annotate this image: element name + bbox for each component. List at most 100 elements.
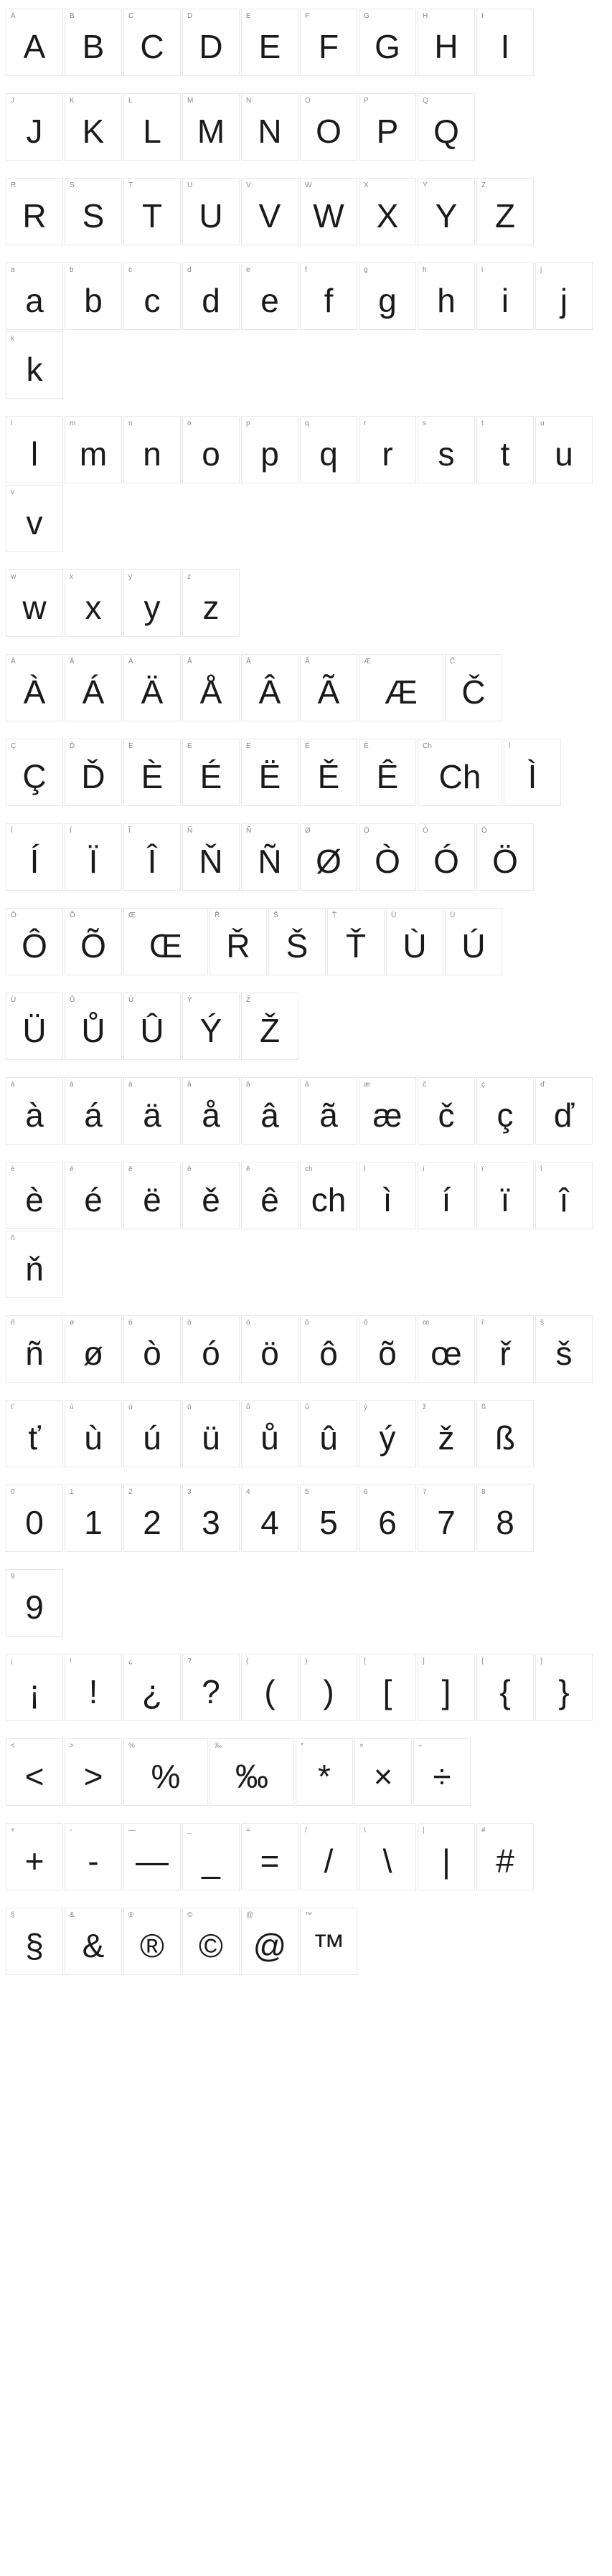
- glyph-cell: ÝÝ: [182, 993, 240, 1060]
- glyph-cell: çç: [476, 1077, 534, 1145]
- glyph-label: ä: [124, 1078, 180, 1092]
- glyph-label: ů: [242, 1401, 298, 1415]
- glyph-label: 2: [124, 1485, 180, 1500]
- section-digits-2: 99: [6, 1569, 606, 1637]
- glyph-display: ¿: [124, 1669, 180, 1720]
- glyph-cell: 44: [241, 1484, 298, 1552]
- glyph-label: ™: [301, 1908, 357, 1923]
- glyph-display: È: [124, 754, 180, 805]
- glyph-label: Ť: [328, 909, 384, 923]
- glyph-display: ÷: [414, 1753, 470, 1805]
- glyph-display: Ó: [418, 838, 474, 890]
- glyph-display: ê: [242, 1177, 298, 1228]
- glyph-display: ý: [359, 1415, 415, 1467]
- glyph-cell: ¿¿: [123, 1654, 181, 1721]
- glyph-display: Ã: [301, 669, 357, 721]
- glyph-cell: ÷÷: [413, 1738, 471, 1806]
- glyph-display: Ň: [183, 838, 239, 890]
- glyph-display: l: [6, 431, 62, 483]
- glyph-display: z: [183, 584, 239, 636]
- glyph-cell: 11: [65, 1484, 122, 1552]
- glyph-display: a: [6, 278, 62, 329]
- glyph-display: Ï: [65, 838, 121, 890]
- glyph-display: é: [65, 1177, 121, 1228]
- glyph-cell: DD: [182, 9, 240, 76]
- glyph-cell: ëë: [123, 1162, 181, 1229]
- glyph-display: í: [418, 1177, 474, 1228]
- glyph-display: Ě: [301, 754, 357, 805]
- glyph-cell: ??: [182, 1654, 240, 1721]
- glyph-label: ï: [477, 1162, 533, 1177]
- glyph-cell: nn: [123, 416, 181, 483]
- section-lowercase-3: wwxxyyzz: [6, 569, 606, 637]
- section-accented-upper-3: ÍÍÏÏÎÎŇŇÑÑØØÒÒÓÓÖÖ: [6, 823, 606, 891]
- glyph-label: Ç: [6, 739, 62, 754]
- glyph-display: è: [6, 1177, 62, 1228]
- glyph-cell: ××: [354, 1738, 412, 1806]
- glyph-display: 5: [301, 1500, 357, 1551]
- glyph-display: s: [418, 431, 474, 483]
- section-digits-1: 001122334455667788: [6, 1484, 606, 1552]
- glyph-cell: vv: [6, 485, 63, 552]
- glyph-display: }: [536, 1669, 592, 1720]
- glyph-cell: LL: [123, 93, 181, 161]
- glyph-label: ¿: [124, 1654, 180, 1669]
- glyph-cell: œœ: [418, 1315, 475, 1383]
- glyph-display: É: [183, 754, 239, 805]
- glyph-cell: ww: [6, 569, 63, 637]
- glyph-display: ñ: [6, 1330, 62, 1382]
- glyph-display: ): [301, 1669, 357, 1720]
- section-punct-2: <<>>%%‰‰**××÷÷: [6, 1738, 606, 1806]
- glyph-cell: ťť: [6, 1400, 63, 1467]
- glyph-cell: ŽŽ: [241, 993, 298, 1060]
- glyph-display: Ä: [124, 669, 180, 721]
- glyph-label: É: [183, 739, 239, 754]
- glyph-display: æ: [359, 1092, 415, 1144]
- glyph-label: î: [536, 1162, 592, 1177]
- glyph-cell: kk: [6, 331, 63, 399]
- glyph-display: Č: [446, 669, 502, 721]
- glyph-cell: žž: [418, 1400, 475, 1467]
- glyph-label: U: [183, 179, 239, 193]
- glyph-label: Ý: [183, 993, 239, 1008]
- glyph-cell: ÔÔ: [6, 908, 63, 975]
- glyph-display: Ñ: [242, 838, 298, 890]
- glyph-cell: 22: [123, 1484, 181, 1552]
- glyph-label: _: [183, 1824, 239, 1838]
- glyph-label: G: [359, 9, 415, 24]
- glyph-label: ö: [242, 1316, 298, 1330]
- glyph-label: ÷: [414, 1739, 470, 1753]
- glyph-display: Ë: [242, 754, 298, 805]
- glyph-display: ň: [6, 1246, 62, 1297]
- glyph-display: ď: [536, 1092, 592, 1144]
- section-accented-upper-2: ÇÇĎĎÈÈÉÉËËĚĚÊÊChChÌÌ: [6, 739, 606, 806]
- glyph-cell: hh: [418, 262, 475, 330]
- glyph-label: E: [242, 9, 298, 24]
- glyph-label: h: [418, 263, 474, 278]
- glyph-display: #: [477, 1838, 533, 1890]
- glyph-display: ß: [477, 1415, 533, 1467]
- glyph-cell: ßß: [476, 1400, 534, 1467]
- glyph-display: š: [536, 1330, 592, 1382]
- glyph-cell: WW: [300, 178, 357, 245]
- glyph-label: a: [6, 263, 62, 278]
- glyph-cell: ¡¡: [6, 1654, 63, 1721]
- glyph-display: H: [418, 24, 474, 75]
- glyph-display: <: [6, 1753, 62, 1805]
- glyph-display: ù: [65, 1415, 121, 1467]
- glyph-label: ž: [418, 1401, 474, 1415]
- glyph-display: Ý: [183, 1008, 239, 1059]
- glyph-display: k: [6, 346, 62, 398]
- glyph-display: {: [477, 1669, 533, 1720]
- glyph-display: I: [477, 24, 533, 75]
- glyph-label: ã: [301, 1078, 357, 1092]
- glyph-label: Ü: [6, 993, 62, 1008]
- glyph-cell: gg: [359, 262, 416, 330]
- glyph-label: A: [6, 9, 62, 24]
- glyph-cell: ÌÌ: [504, 739, 561, 806]
- glyph-display: Í: [6, 838, 62, 890]
- glyph-cell: jj: [535, 262, 593, 330]
- glyph-display: M: [183, 108, 239, 160]
- glyph-label: =: [242, 1824, 298, 1838]
- glyph-display: G: [359, 24, 415, 75]
